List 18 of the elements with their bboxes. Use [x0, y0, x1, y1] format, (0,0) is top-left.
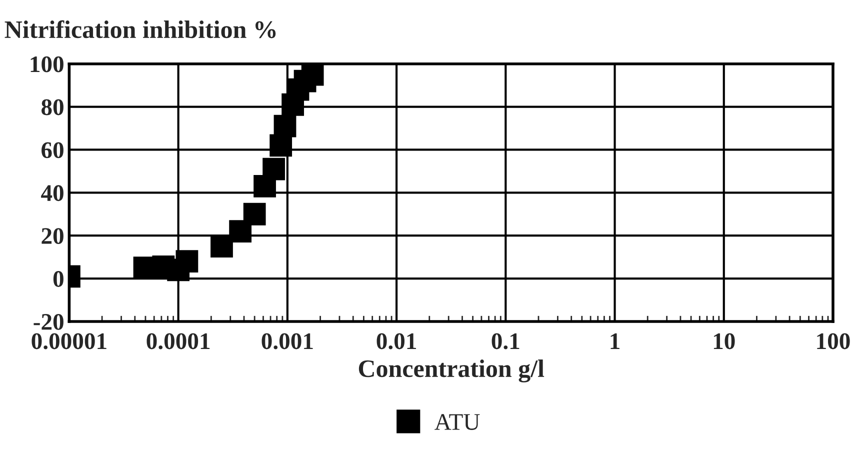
- y-tick-label: 100: [30, 56, 64, 72]
- y-tick-label: 40: [41, 185, 64, 202]
- x-tick-label: 10: [714, 333, 735, 350]
- x-tick-label: 100: [817, 333, 850, 350]
- y-tick-label: 20: [42, 228, 64, 244]
- x-tick-label: 0.1: [492, 333, 520, 350]
- x-axis-title: Concentration g/l: [358, 360, 544, 382]
- x-tick-label: 0.01: [376, 333, 416, 350]
- x-tick-label: 0.001: [262, 333, 313, 350]
- x-tick-label: 1: [610, 333, 620, 349]
- y-tick-label: 60: [42, 142, 64, 158]
- x-tick-label: 0.0001: [146, 333, 210, 350]
- y-tick-label: -20: [34, 314, 64, 330]
- x-tick-label: 0.00001: [32, 333, 106, 350]
- legend-label: ATU: [434, 414, 480, 430]
- chart-title: Nitrification inhibition %: [4, 20, 276, 38]
- y-tick-label: 80: [42, 99, 64, 116]
- y-tick-label: 0: [53, 271, 64, 287]
